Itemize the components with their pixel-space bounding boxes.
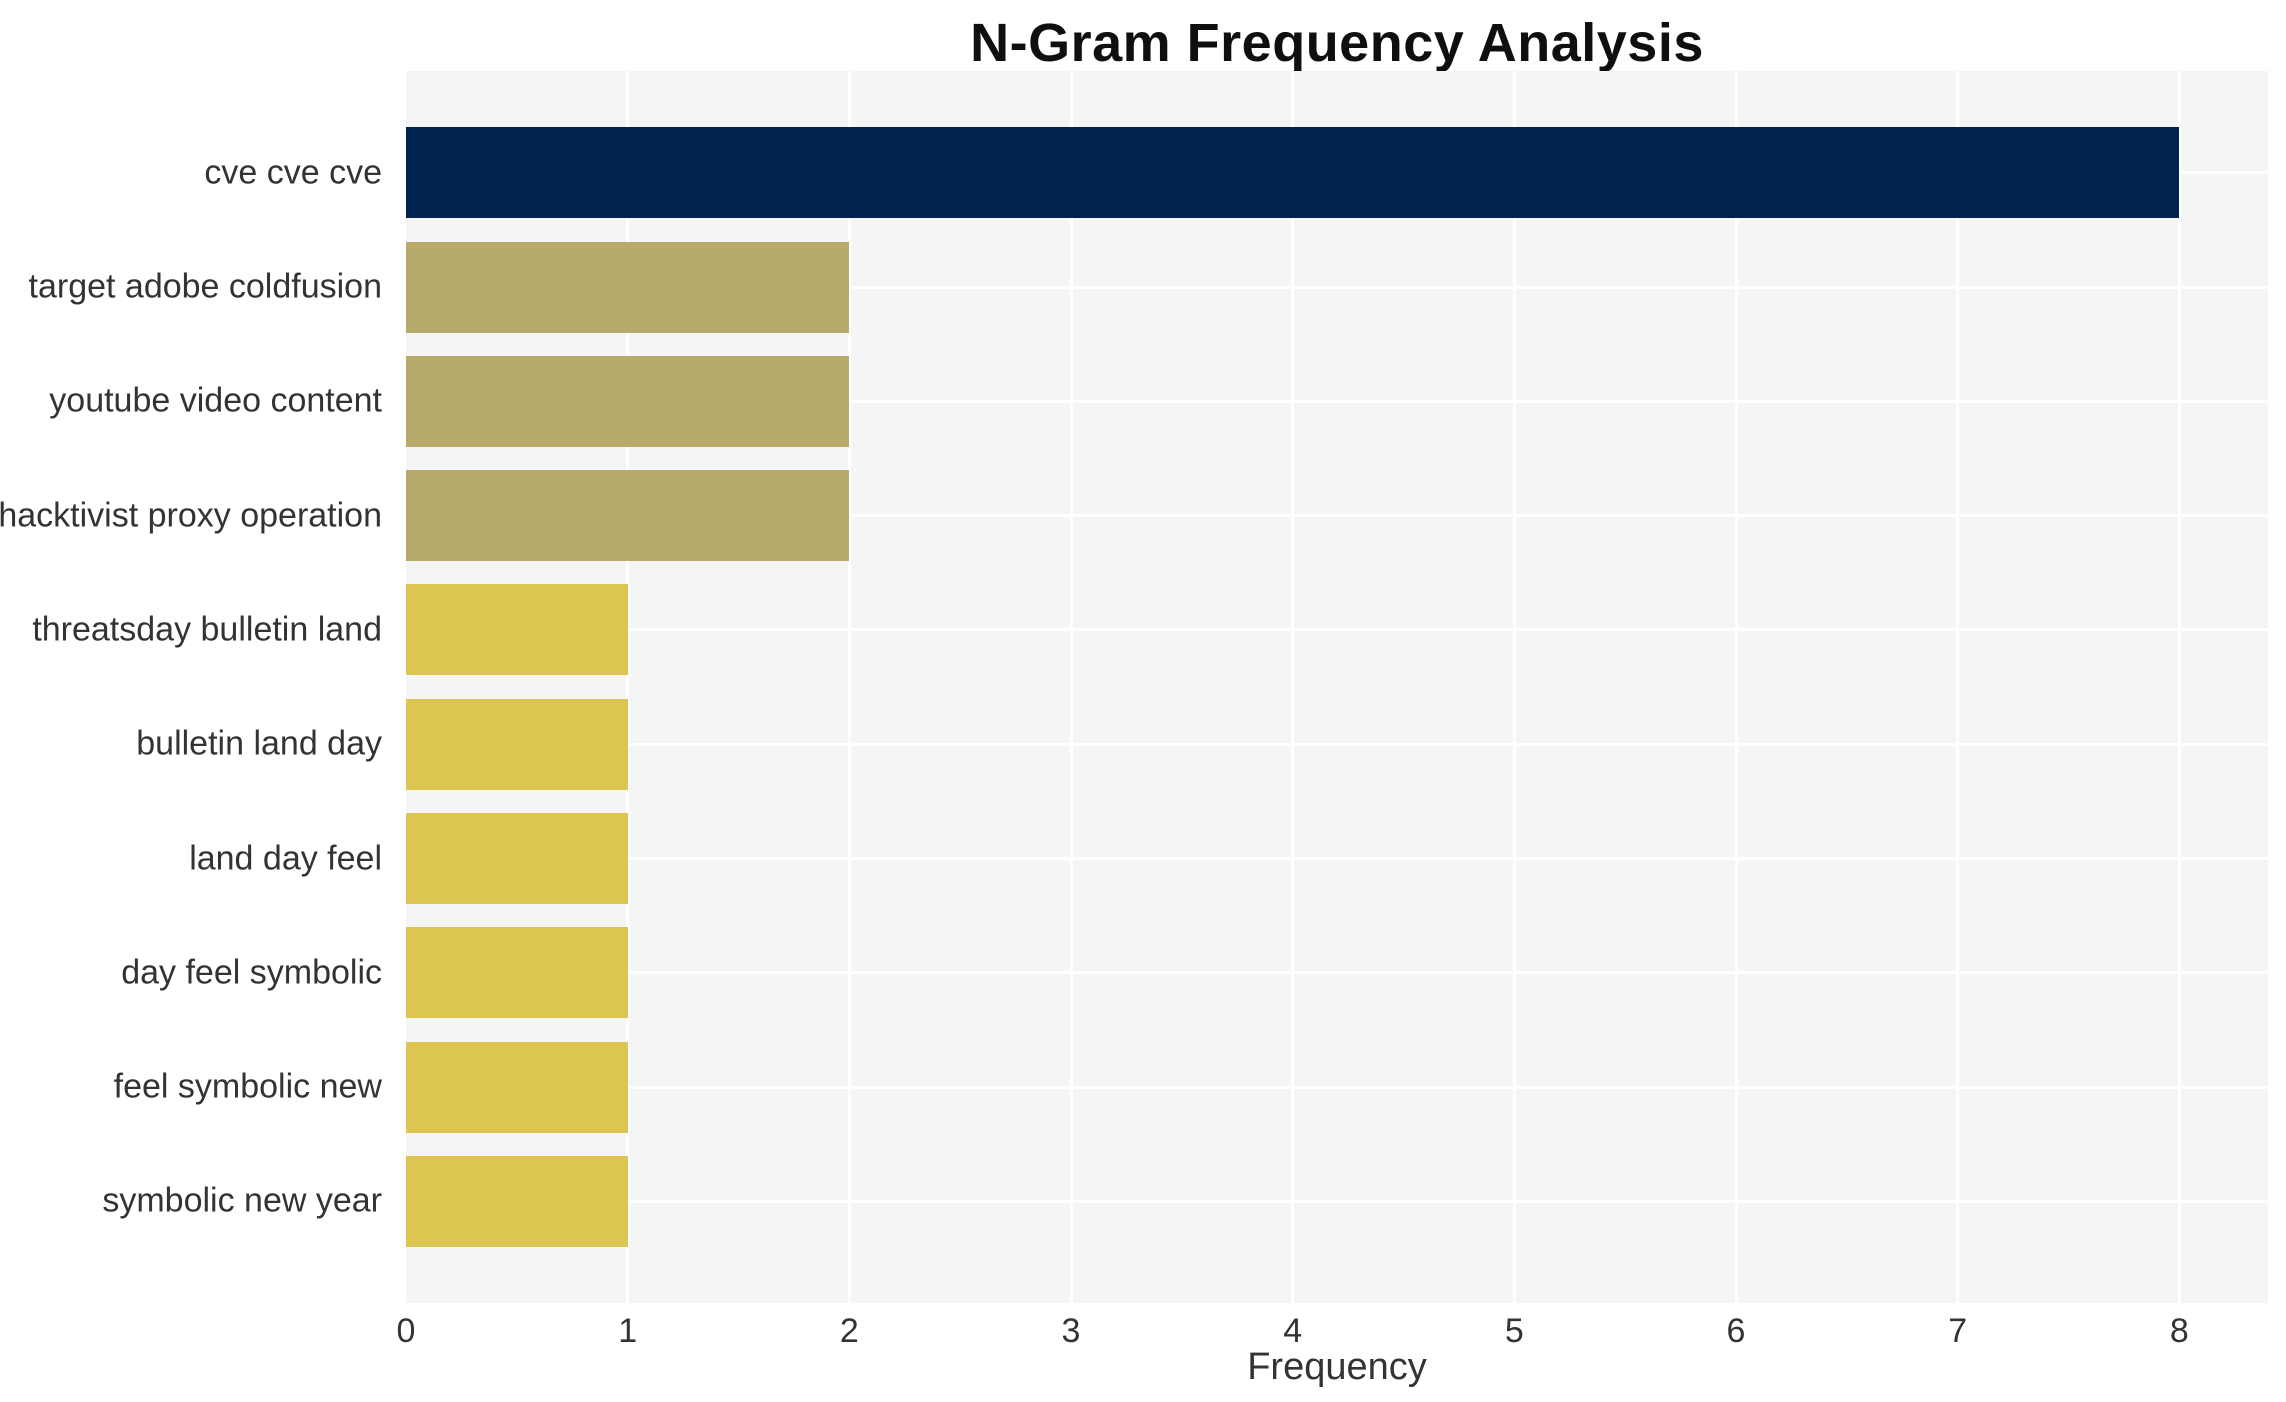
vertical-gridline <box>626 71 630 1303</box>
y-axis-labels: cve cve cve target adobe coldfusion youtub… <box>0 71 394 1303</box>
chart-title: N-Gram Frequency Analysis <box>970 13 1704 73</box>
vertical-gridline <box>847 71 851 1303</box>
bar <box>406 813 628 904</box>
category-label: feel symbolic new <box>113 1067 382 1106</box>
category-label: cve cve cve <box>204 153 382 192</box>
bar <box>406 1155 628 1247</box>
category-label: hacktivist proxy operation <box>0 496 382 535</box>
vertical-gridline <box>1956 71 1960 1303</box>
vertical-gridline <box>1734 71 1738 1303</box>
category-label: land day feel <box>189 839 382 877</box>
x-tick-label: 0 <box>396 1312 416 1350</box>
category-label: threatsday bulletin land <box>32 610 382 649</box>
x-tick-label: 2 <box>839 1312 859 1350</box>
horizontal-gridline <box>406 971 2268 975</box>
x-tick-label: 5 <box>1504 1312 1524 1350</box>
category-label: youtube video content <box>49 381 382 420</box>
category-label: target adobe coldfusion <box>28 267 382 306</box>
category-label: day feel symbolic <box>121 953 382 992</box>
vertical-gridline <box>1069 71 1073 1303</box>
x-tick-label: 4 <box>1283 1312 1303 1350</box>
x-tick-label: 1 <box>618 1312 638 1350</box>
x-axis-title: Frequency <box>1247 1346 1427 1388</box>
x-tick-label: 6 <box>1726 1312 1746 1350</box>
horizontal-gridline <box>406 285 2268 289</box>
horizontal-gridline <box>406 1085 2268 1089</box>
category-label: bulletin land day <box>136 724 382 763</box>
bar <box>406 355 850 447</box>
bar <box>406 127 2180 219</box>
vertical-gridline <box>2177 71 2181 1303</box>
horizontal-gridline <box>406 742 2268 746</box>
bar <box>406 584 628 676</box>
plot-area <box>406 71 2268 1303</box>
x-tick-label: 8 <box>2169 1312 2189 1350</box>
bar <box>406 241 850 333</box>
horizontal-gridline <box>406 399 2268 403</box>
bar <box>406 1041 628 1133</box>
x-tick-label: 3 <box>1061 1312 1081 1350</box>
vertical-gridline <box>1512 71 1516 1303</box>
horizontal-gridline <box>406 857 2268 860</box>
category-label: symbolic new year <box>102 1181 382 1220</box>
x-tick-label: 7 <box>1948 1312 1968 1350</box>
bar <box>406 698 628 790</box>
horizontal-gridline <box>406 514 2268 518</box>
bar <box>406 927 628 1019</box>
bar <box>406 470 850 562</box>
horizontal-gridline <box>406 1199 2268 1203</box>
vertical-gridline <box>1291 71 1295 1303</box>
horizontal-gridline <box>406 628 2268 632</box>
